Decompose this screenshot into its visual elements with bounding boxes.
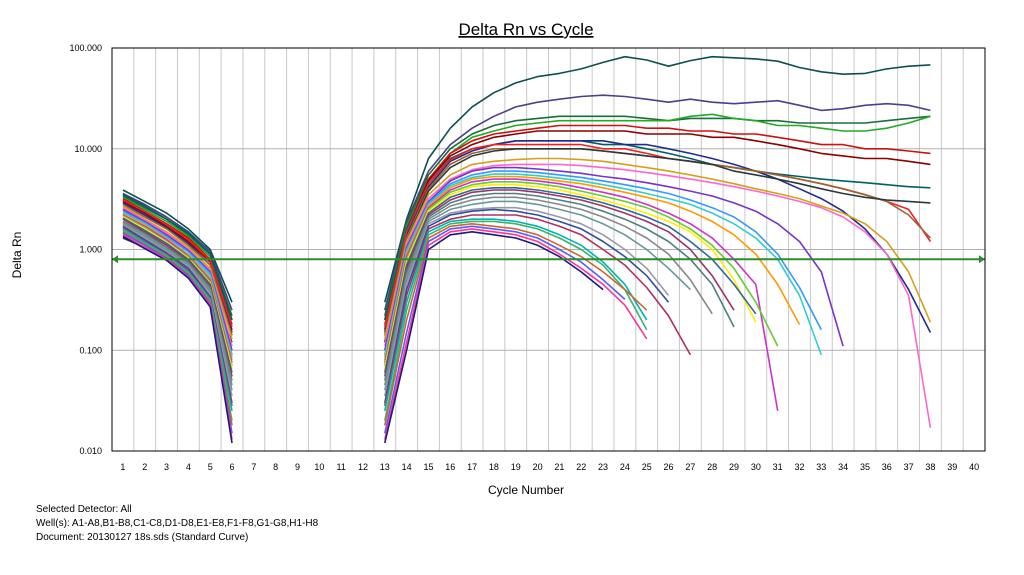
series-line (384, 220, 648, 421)
x-tick-label: 31 (773, 462, 783, 472)
x-tick-label: 6 (230, 462, 235, 472)
series-line (384, 208, 670, 404)
series-line (384, 196, 713, 386)
x-axis-label: Cycle Number (488, 483, 564, 497)
x-tick-label: 1 (120, 462, 125, 472)
x-tick-label: 11 (336, 462, 345, 472)
series-line (384, 115, 931, 316)
x-tick-label: 17 (467, 462, 477, 472)
x-tick-label: 15 (423, 462, 433, 472)
series-line (384, 189, 735, 377)
x-tick-label: 36 (882, 462, 892, 472)
series-line (384, 181, 779, 367)
series-line (384, 166, 844, 351)
y-tick-label: 0.100 (79, 345, 102, 355)
x-tick-label: 37 (904, 462, 914, 472)
series-line (384, 218, 648, 412)
x-tick-label: 3 (164, 462, 169, 472)
series-line (384, 163, 932, 428)
x-tick-label: 12 (358, 462, 368, 472)
series-line (122, 203, 233, 336)
y-axis-label: Delta Rn (10, 232, 24, 279)
series-line (384, 173, 823, 358)
x-tick-label: 8 (273, 462, 278, 472)
x-tick-label: 26 (664, 462, 674, 472)
series-line (384, 223, 648, 426)
document-text: Document: 20130127 18s.sds (Standard Cur… (36, 532, 249, 543)
threshold-group (112, 255, 985, 264)
x-tick-label: 5 (208, 462, 213, 472)
x-tick-label: 25 (642, 462, 652, 472)
x-tick-label: 2 (142, 462, 147, 472)
x-tick-label: 32 (794, 462, 804, 472)
series-line (122, 192, 233, 311)
y-tick-label: 1.000 (79, 245, 102, 255)
series-line (384, 231, 604, 444)
y-tick-label: 0.010 (79, 446, 102, 456)
series-line (384, 55, 931, 303)
series-line (384, 206, 670, 397)
y-tick-labels: 100.000 10.000 1.000 0.100 0.010 (69, 43, 102, 456)
y-tick-label: 10.000 (74, 144, 102, 154)
x-tick-label: 27 (685, 462, 695, 472)
x-tick-label: 38 (925, 462, 935, 472)
series-line (384, 228, 648, 440)
series-line (384, 225, 626, 434)
x-tick-label: 35 (860, 462, 870, 472)
threshold-left-arrow-icon (112, 255, 118, 264)
x-tick-label: 22 (576, 462, 586, 472)
series-line (122, 205, 233, 340)
series-line (384, 170, 823, 356)
threshold-right-arrow-icon (979, 255, 985, 264)
x-tick-label: 20 (533, 462, 543, 472)
y-tick-label: 100.000 (69, 43, 102, 53)
x-tick-label: 14 (402, 462, 412, 472)
x-tick-label: 40 (969, 462, 979, 472)
x-tick-label: 18 (489, 462, 499, 472)
x-tick-label: 30 (751, 462, 761, 472)
x-tick-labels: 1 2 3 4 5 6 7 8 9 10 11 12 13 14 15 16 17 18 19 20 21 22 23 24 2… (120, 462, 979, 472)
x-tick-label: 16 (445, 462, 455, 472)
series-line (384, 157, 932, 339)
series-group (122, 55, 932, 444)
series-line (384, 187, 757, 373)
series-line (384, 124, 931, 325)
series-line (384, 214, 692, 407)
wells-text: Well(s): A1-A8,B1-B8,C1-C8,D1-D8,E1-E8,F… (36, 518, 319, 529)
x-tick-label: 4 (186, 462, 191, 472)
x-tick-label: 33 (816, 462, 826, 472)
series-line (384, 148, 931, 343)
x-tick-label: 9 (295, 462, 300, 472)
x-tick-label: 19 (511, 462, 521, 472)
series-line (122, 193, 233, 321)
series-line (384, 200, 691, 391)
series-line (384, 175, 801, 361)
x-tick-label: 23 (598, 462, 608, 472)
series-line (384, 192, 735, 381)
series-line (122, 235, 233, 444)
series-line (384, 140, 932, 333)
x-tick-label: 34 (838, 462, 848, 472)
x-tick-label: 29 (729, 462, 739, 472)
plot-frame (111, 47, 986, 452)
x-tick-label: 21 (554, 462, 564, 472)
selected-detector-text: Selected Detector: All (36, 504, 132, 515)
series-line (384, 113, 931, 321)
delta-rn-chart: Delta Rn vs Cycle 1 2 3 4 5 6 7 8 9 10 11 12 13 14 15 1… (10, 20, 986, 497)
series-line (384, 94, 931, 311)
series-line (384, 178, 779, 412)
x-tick-label: 24 (620, 462, 630, 472)
x-tick-label: 13 (380, 462, 390, 472)
x-tick-label: 28 (707, 462, 717, 472)
footer-info: Selected Detector: All Well(s): A1-A8,B1… (36, 503, 318, 545)
series-line (384, 183, 757, 370)
x-tick-label: 10 (314, 462, 324, 472)
grid (112, 47, 985, 452)
series-line (384, 130, 931, 330)
x-tick-label: 39 (947, 462, 957, 472)
x-tick-label: 7 (251, 462, 256, 472)
series-line (122, 199, 233, 328)
chart-title: Delta Rn vs Cycle (458, 20, 593, 39)
